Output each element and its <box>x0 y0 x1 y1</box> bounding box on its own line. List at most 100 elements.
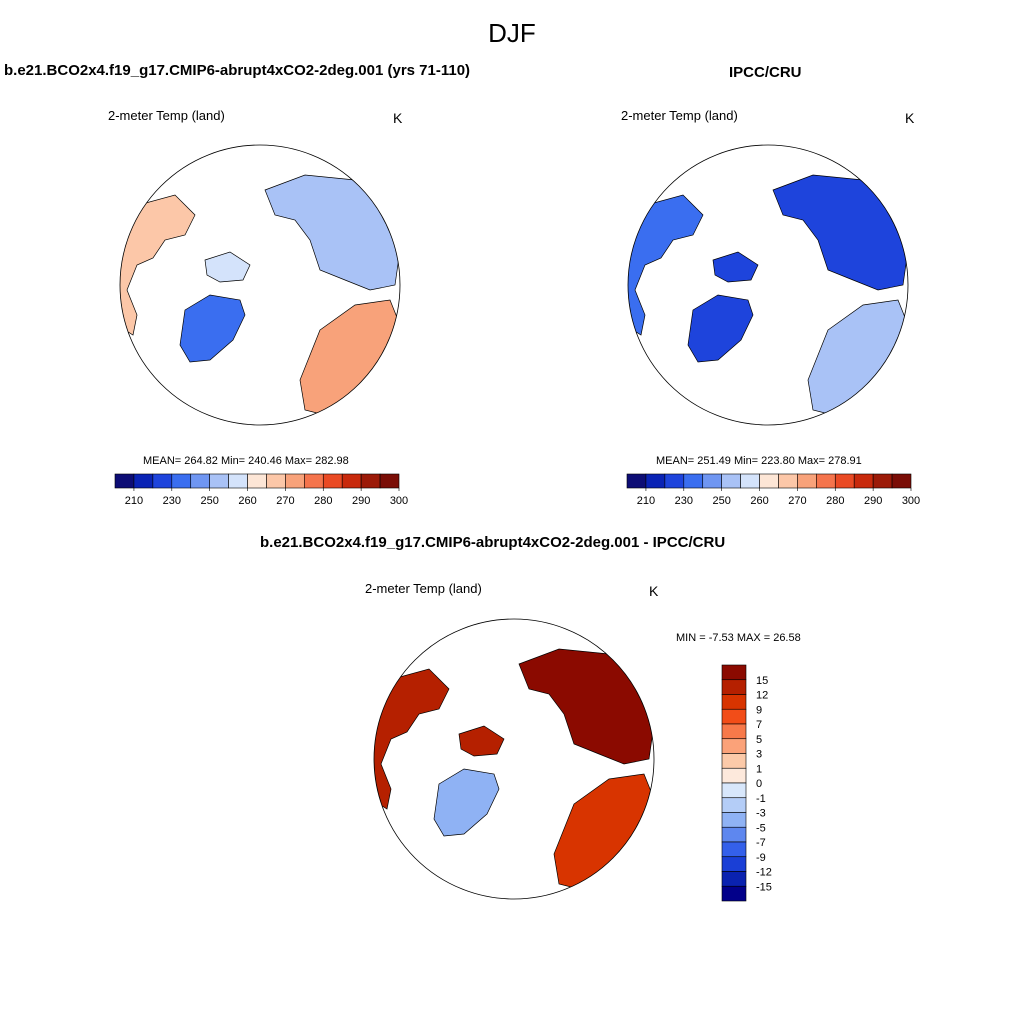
panel-2-colorbar-swatch <box>759 473 779 489</box>
panel-1-colorbar-swatch <box>360 473 381 489</box>
panel-2-colorbar-tick-label: 260 <box>750 495 768 507</box>
panel-2-map-arctic-islands-land <box>712 251 759 283</box>
panel-3-title: b.e21.BCO2x4.f19_g17.CMIP6-abrupt4xCO2-2… <box>260 534 726 551</box>
panel-1-colorbar-tick-label: 210 <box>125 495 143 507</box>
panel-3-map-boundary <box>373 618 655 900</box>
panel-2-colorbar-tick-label: 280 <box>826 495 844 507</box>
panel-1-polar-map <box>119 144 401 426</box>
panel-2-map-greenland-land <box>687 294 754 363</box>
panel-2-colorbar-tick-label: 230 <box>675 495 693 507</box>
panel-2-variable-label: 2-meter Temp (land) <box>621 108 738 123</box>
panel-2-colorbar-tick-label: 250 <box>712 495 730 507</box>
difference-colorbar-swatch <box>721 885 747 902</box>
panel-2-colorbar-swatch <box>626 473 647 489</box>
panel-2-units-label: K <box>905 110 915 126</box>
panel-1-colorbar-swatch <box>133 473 154 489</box>
panel-2-colorbar-swatch <box>683 473 704 489</box>
panel-1-variable-label: 2-meter Temp (land) <box>108 108 225 123</box>
difference-colorbar-swatch <box>721 694 747 710</box>
difference-colorbar-swatch <box>721 679 747 695</box>
difference-colorbar-label: 15 <box>756 675 768 687</box>
difference-colorbar: 15 12 9 7 5 3 1 0 -1 -3 -5 -7 -9 -12 -15 <box>721 664 772 902</box>
difference-colorbar-label: -3 <box>756 808 766 820</box>
panel-2-colorbar-swatch <box>664 473 685 489</box>
difference-colorbar-label: 7 <box>756 719 762 731</box>
panel-1-colorbar-swatch <box>266 473 286 489</box>
panel-2-colorbar-tick-label: 290 <box>864 495 882 507</box>
panel-1-units-label: K <box>393 110 403 126</box>
panel-3-units-label: K <box>649 583 659 599</box>
difference-colorbar-label: -1 <box>756 793 766 805</box>
difference-colorbar-swatch <box>721 782 747 799</box>
panel-2-colorbar: 210 230 250 260 270 280 290 300 <box>626 473 920 507</box>
panel-1-title: b.e21.BCO2x4.f19_g17.CMIP6-abrupt4xCO2-2… <box>4 62 471 79</box>
difference-colorbar-label: 12 <box>756 690 768 702</box>
difference-colorbar-swatch <box>721 871 747 887</box>
difference-colorbar-label: 1 <box>756 763 762 775</box>
difference-colorbar-swatch <box>721 708 747 725</box>
panel-2-colorbar-tick-label: 270 <box>788 495 806 507</box>
difference-colorbar-label: -12 <box>756 867 772 879</box>
panel-1-stats: MEAN= 264.82 Min= 240.46 Max= 282.98 <box>143 455 349 467</box>
panel-1-map-greenland-land <box>179 294 246 363</box>
panel-1-colorbar-tick-label: 230 <box>163 495 181 507</box>
panel-1-colorbar-tick-label: 270 <box>276 495 294 507</box>
difference-colorbar-swatch <box>721 856 747 872</box>
panel-2-colorbar-swatch <box>834 473 855 489</box>
panel-1-colorbar-tick-label: 250 <box>200 495 218 507</box>
panel-2-map-boundary <box>627 144 909 426</box>
panel-1-colorbar-swatch <box>114 473 135 489</box>
panel-1-colorbar-tick-label: 300 <box>390 495 408 507</box>
difference-colorbar-swatch <box>721 812 747 828</box>
panel-1-colorbar-tick-label: 260 <box>238 495 256 507</box>
difference-colorbar-label: -15 <box>756 881 772 893</box>
difference-colorbar-swatch <box>721 797 747 813</box>
panel-1-colorbar-swatch <box>341 473 362 489</box>
panel-2-colorbar-swatch <box>645 473 666 489</box>
panel-3-stats: MIN = -7.53 MAX = 26.58 <box>676 632 801 644</box>
panel-3-map-arctic-islands-land <box>458 725 505 757</box>
panel-1-colorbar-swatch <box>228 473 248 489</box>
panel-1-colorbar-swatch <box>247 473 267 489</box>
panel-2-colorbar-swatch <box>872 473 893 489</box>
panel-2-stats: MEAN= 251.49 Min= 223.80 Max= 278.91 <box>656 455 862 467</box>
difference-colorbar-label: 3 <box>756 749 762 761</box>
panel-2-colorbar-tick-label: 210 <box>637 495 655 507</box>
panel-2-polar-map <box>627 144 909 426</box>
difference-colorbar-label: 5 <box>756 734 762 746</box>
panel-1-colorbar-swatch <box>190 473 210 489</box>
difference-colorbar-label: -9 <box>756 852 766 864</box>
panel-2-colorbar-swatch <box>702 473 722 489</box>
panel-1-colorbar-swatch <box>304 473 324 489</box>
difference-colorbar-swatch <box>721 723 747 740</box>
difference-colorbar-swatch <box>721 753 747 769</box>
panel-1-map-arctic-islands-land <box>204 251 251 283</box>
difference-colorbar-swatch <box>721 664 747 681</box>
difference-colorbar-label: -5 <box>756 822 766 834</box>
panel-2-colorbar-swatch <box>891 473 912 489</box>
panel-1-colorbar-swatch <box>209 473 229 489</box>
panel-3-map-greenland-land <box>433 768 500 837</box>
panel-2-colorbar-swatch <box>797 473 817 489</box>
panel-2-colorbar-swatch <box>853 473 874 489</box>
panel-1-colorbar-swatch <box>322 473 343 489</box>
panel-1-colorbar-swatch <box>379 473 400 489</box>
panel-1-map-boundary <box>119 144 401 426</box>
difference-colorbar-swatch <box>721 826 747 843</box>
panel-1-colorbar: 210 230 250 260 270 280 290 300 <box>114 473 408 507</box>
panel-1-colorbar-tick-label: 280 <box>314 495 332 507</box>
panel-2-colorbar-swatch <box>740 473 760 489</box>
panel-2-title: IPCC/CRU <box>729 64 802 81</box>
panel-1-colorbar-tick-label: 290 <box>352 495 370 507</box>
figure-title: DJF <box>488 18 536 48</box>
panel-2-colorbar-tick-label: 300 <box>902 495 920 507</box>
difference-colorbar-label: 9 <box>756 704 762 716</box>
difference-colorbar-swatch <box>721 841 747 858</box>
panel-2-colorbar-swatch <box>721 473 741 489</box>
panel-2-colorbar-swatch <box>816 473 836 489</box>
panel-3-variable-label: 2-meter Temp (land) <box>365 581 482 596</box>
panel-3-polar-map <box>373 618 655 900</box>
difference-colorbar-label: -7 <box>756 837 766 849</box>
panel-1-colorbar-swatch <box>171 473 192 489</box>
difference-colorbar-label: 0 <box>756 778 762 790</box>
